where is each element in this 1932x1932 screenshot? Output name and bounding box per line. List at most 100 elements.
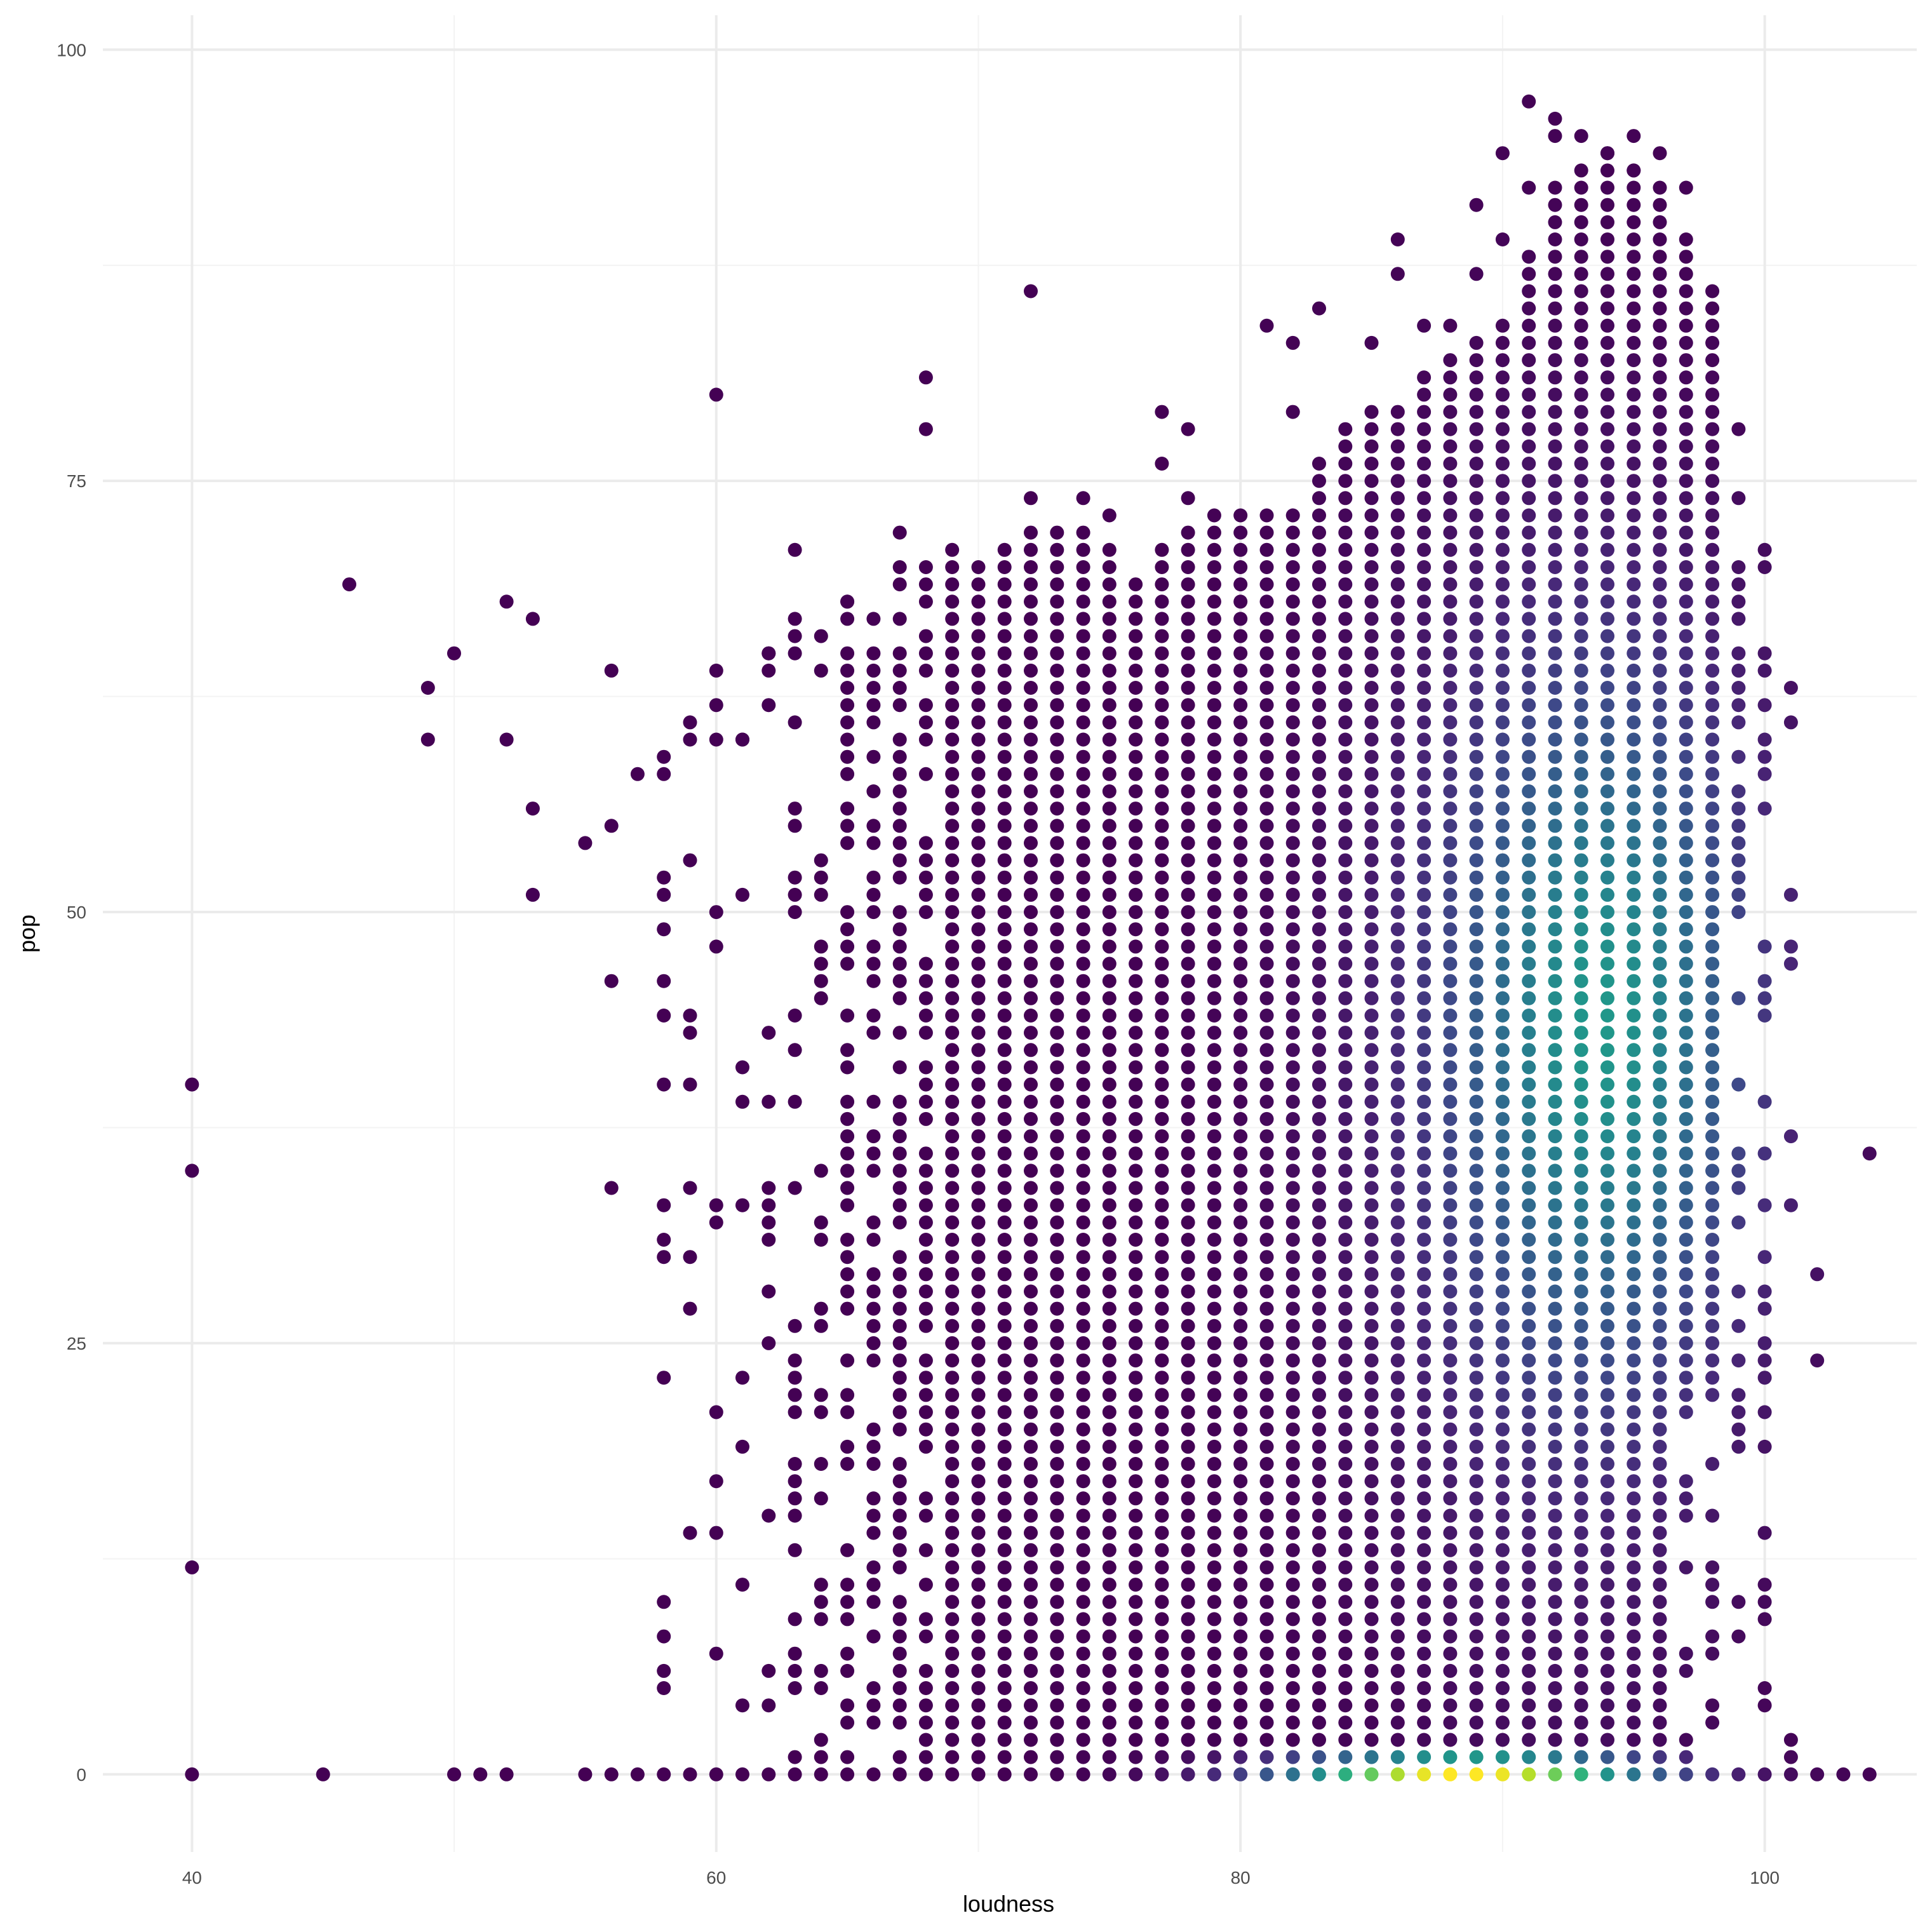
data-point [840,1439,855,1454]
data-point [1757,749,1772,764]
data-point [1233,1543,1248,1557]
data-point [1522,250,1536,264]
data-point [1443,457,1458,471]
data-point [1522,939,1536,954]
data-point [1155,1009,1169,1023]
data-point [1207,1009,1221,1023]
data-point [1653,577,1667,592]
data-point [1653,1560,1667,1574]
data-point [1443,1164,1458,1178]
data-point [1076,1422,1090,1437]
data-point [1600,819,1614,833]
data-point [761,663,776,678]
data-point [1522,1181,1536,1195]
data-point [1495,1146,1510,1161]
data-point [1600,1026,1614,1040]
data-point [1233,1578,1248,1592]
data-point [1364,767,1379,781]
data-point [1548,1715,1562,1730]
data-point [945,1508,960,1523]
data-point [1390,991,1405,1005]
data-point [1705,474,1720,488]
data-point [945,1043,960,1057]
data-point [1312,1439,1326,1454]
data-point [971,1146,986,1161]
data-point [1679,1733,1693,1747]
data-point [945,1301,960,1316]
data-point [1679,939,1693,954]
data-point [892,956,907,971]
data-point [1285,335,1300,350]
data-point [971,715,986,730]
data-point [1050,1560,1064,1574]
data-point [1627,1560,1641,1574]
data-point [1495,663,1510,678]
data-point [1522,1353,1536,1368]
data-point [1627,457,1641,471]
data-point [1024,1474,1038,1489]
data-point [1181,905,1195,920]
data-point [1390,1215,1405,1230]
data-point [1574,457,1588,471]
data-point [1417,1698,1432,1713]
data-point [1285,1388,1300,1402]
data-point [1390,715,1405,730]
data-point [1522,1750,1536,1764]
data-point [1627,1371,1641,1385]
data-point [1705,1077,1720,1092]
data-point [1259,1457,1274,1471]
data-point [840,1353,855,1368]
data-point [1653,1129,1667,1144]
data-point [1810,1267,1825,1282]
data-point [1207,1578,1221,1592]
data-point [1364,1077,1379,1092]
data-point [788,802,802,816]
data-point [1443,1267,1458,1282]
data-point [1181,784,1195,798]
data-point [997,1094,1012,1109]
data-point [1024,698,1038,713]
data-point [1417,1301,1432,1316]
data-point [1129,853,1143,868]
data-point [1653,853,1667,868]
data-point [1679,594,1693,609]
data-point [1417,422,1432,436]
data-point [1155,646,1169,661]
data-point [1024,1371,1038,1385]
data-point [1417,853,1432,868]
data-point [1443,1336,1458,1350]
data-point [1024,1750,1038,1764]
data-point [1627,1629,1641,1644]
y-tick-label: 100 [57,40,86,60]
data-point [1679,853,1693,868]
data-point [1076,922,1090,937]
data-point [1102,663,1117,678]
data-point [892,1560,907,1574]
data-point [1390,1181,1405,1195]
data-point [1050,1146,1064,1161]
data-point [1522,1595,1536,1609]
data-point [1574,836,1588,850]
data-point [1574,1371,1588,1385]
data-point [1574,1733,1588,1747]
data-point [997,1077,1012,1092]
data-point [1207,1181,1221,1195]
data-point [945,991,960,1005]
data-point [1207,905,1221,920]
data-point [1627,250,1641,264]
data-point [1627,301,1641,316]
data-point [971,1543,986,1557]
data-point [1495,939,1510,954]
data-point [1469,525,1484,540]
data-point [892,802,907,816]
data-point [892,1543,907,1557]
data-point [1155,802,1169,816]
data-point [1312,1750,1326,1764]
data-point [1600,1491,1614,1506]
data-point [1259,853,1274,868]
data-point [1783,887,1798,902]
data-point [866,715,881,730]
data-point [1155,1474,1169,1489]
data-point [1627,1336,1641,1350]
data-point [892,1508,907,1523]
